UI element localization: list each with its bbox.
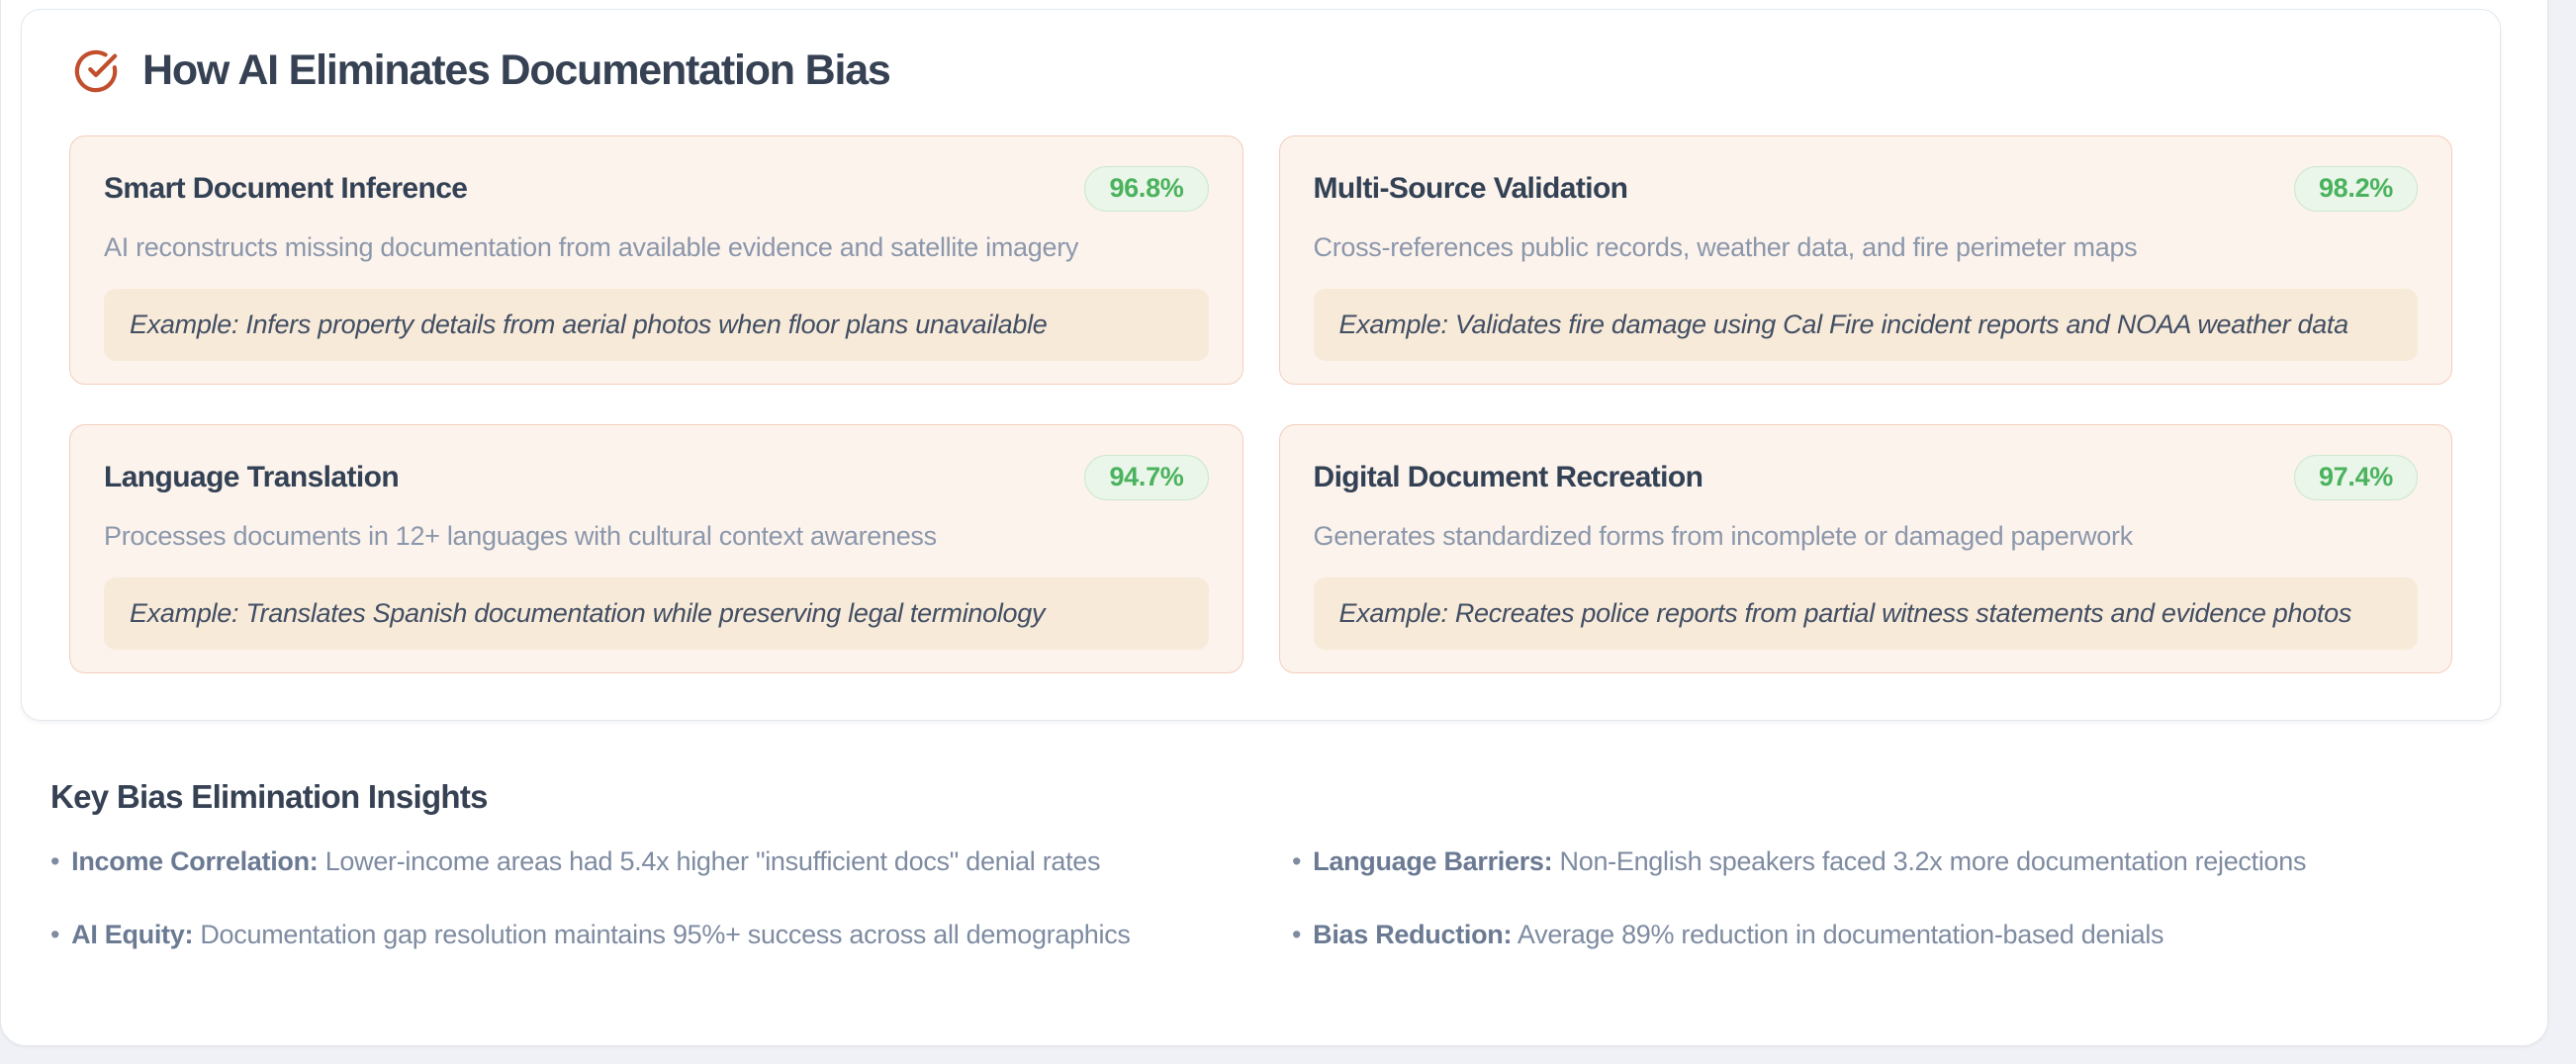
features-grid: Smart Document Inference 96.8% AI recons… — [69, 135, 2452, 674]
check-circle-icon — [73, 48, 119, 94]
feature-title: Language Translation — [104, 461, 400, 494]
bullet-dot: • — [1292, 919, 1302, 949]
accuracy-badge: 94.7% — [1084, 455, 1209, 500]
feature-example-box: Example: Validates fire damage using Cal… — [1313, 289, 2418, 361]
insights-title: Key Bias Elimination Insights — [50, 778, 488, 815]
insight-label: Bias Reduction: — [1313, 919, 1513, 949]
insight-bias-reduction: • Bias Reduction: Average 89% reduction i… — [1292, 919, 2464, 952]
bullet-dot: • — [1292, 846, 1302, 876]
feature-card-multi-source-validation: Multi-Source Validation 98.2% Cross-refe… — [1278, 135, 2452, 386]
feature-example-text: Example: Infers property details from ae… — [130, 310, 1048, 340]
insight-ai-equity: • AI Equity: Documentation gap resolution… — [50, 919, 1292, 952]
feature-card-digital-document-recreation: Digital Document Recreation 97.4% Genera… — [1278, 424, 2452, 674]
bullet-dot: • — [50, 919, 60, 949]
feature-example-box: Example: Recreates police reports from p… — [1313, 577, 2418, 650]
insight-label: Language Barriers: — [1313, 846, 1553, 876]
section-header: How AI Eliminates Documentation Bias — [69, 46, 2452, 94]
accuracy-badge: 97.4% — [2293, 455, 2418, 500]
feature-example-box: Example: Translates Spanish documentatio… — [104, 577, 1209, 650]
feature-example-box: Example: Infers property details from ae… — [104, 289, 1209, 361]
insight-label: Income Correlation: — [71, 846, 319, 876]
feature-example-text: Example: Recreates police reports from p… — [1338, 598, 2352, 629]
feature-title: Digital Document Recreation — [1313, 461, 1703, 494]
accuracy-badge: 96.8% — [1084, 166, 1209, 212]
accuracy-badge: 98.2% — [2293, 166, 2418, 212]
insight-text: Average 89% reduction in documentation-b… — [1512, 919, 2164, 949]
insight-text: Non-English speakers faced 3.2x more doc… — [1552, 846, 2307, 876]
feature-title: Multi-Source Validation — [1313, 172, 1629, 206]
feature-description: Cross-references public records, weather… — [1313, 231, 2138, 262]
feature-description: Processes documents in 12+ languages wit… — [104, 520, 937, 551]
insight-language-barriers: • Language Barriers: Non-English speakers… — [1292, 845, 2464, 879]
bullet-dot: • — [50, 846, 60, 876]
content-panel: How AI Eliminates Documentation Bias Sma… — [0, 0, 2548, 1046]
feature-card-smart-document-inference: Smart Document Inference 96.8% AI recons… — [69, 135, 1243, 386]
feature-description: AI reconstructs missing documentation fr… — [104, 231, 1079, 262]
section-title: How AI Eliminates Documentation Bias — [142, 46, 891, 94]
feature-title: Smart Document Inference — [104, 172, 468, 206]
feature-example-text: Example: Translates Spanish documentatio… — [130, 598, 1046, 629]
insight-text: Documentation gap resolution maintains 9… — [193, 919, 1131, 949]
feature-card-language-translation: Language Translation 94.7% Processes doc… — [69, 424, 1243, 674]
insight-text: Lower-income areas had 5.4x higher "insu… — [318, 846, 1101, 876]
insight-income-correlation: • Income Correlation: Lower-income areas … — [50, 845, 1292, 879]
ai-bias-section-card: How AI Eliminates Documentation Bias Sma… — [21, 9, 2501, 721]
insights-grid: • Income Correlation: Lower-income areas … — [50, 845, 2464, 952]
feature-example-text: Example: Validates fire damage using Cal… — [1338, 310, 2349, 340]
insights-section: Key Bias Elimination Insights • Income Co… — [50, 778, 2464, 952]
insight-label: AI Equity: — [71, 919, 194, 949]
feature-description: Generates standardized forms from incomp… — [1313, 520, 2134, 551]
